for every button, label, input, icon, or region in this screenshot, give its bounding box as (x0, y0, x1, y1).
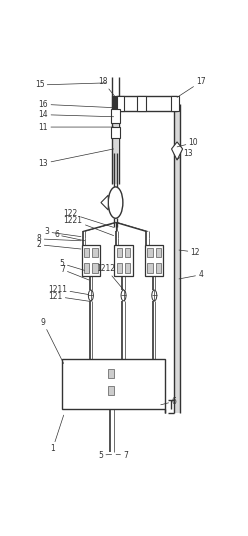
Text: 2: 2 (37, 240, 81, 249)
Bar (84, 248, 89, 257)
Text: 1212: 1212 (96, 264, 125, 292)
Bar (147, 263, 153, 273)
Polygon shape (101, 195, 108, 210)
Bar (111, 126, 120, 138)
Bar (93, 248, 98, 257)
Bar (156, 263, 161, 273)
Bar (108, 386, 114, 395)
Text: 10: 10 (177, 138, 198, 147)
Polygon shape (172, 142, 183, 160)
Bar (93, 263, 98, 273)
Circle shape (121, 290, 126, 301)
Text: 17: 17 (177, 77, 206, 98)
Text: 8: 8 (37, 234, 81, 243)
Bar (117, 263, 122, 273)
Text: 6: 6 (161, 397, 176, 406)
Text: 5: 5 (60, 259, 89, 272)
Text: 1211: 1211 (48, 285, 89, 295)
Bar (125, 263, 130, 273)
Bar (147, 248, 153, 257)
Text: 13: 13 (39, 149, 114, 168)
Bar (108, 369, 114, 378)
Bar (156, 248, 161, 257)
Text: 5: 5 (98, 451, 112, 460)
Bar (62, 360, 165, 409)
Text: 4: 4 (179, 270, 203, 279)
Text: 3: 3 (44, 227, 81, 236)
Bar (112, 96, 119, 111)
Circle shape (108, 187, 123, 218)
Bar (137, 96, 146, 111)
Bar (117, 248, 122, 257)
Text: 6: 6 (54, 230, 85, 241)
Text: 121: 121 (48, 292, 89, 301)
Bar (111, 109, 120, 123)
Text: 18: 18 (98, 77, 116, 98)
Circle shape (88, 290, 93, 301)
Text: 16: 16 (39, 100, 114, 109)
Bar (82, 245, 100, 276)
Text: 15: 15 (35, 80, 106, 90)
Bar (125, 248, 130, 257)
Text: 1221: 1221 (64, 216, 114, 236)
Text: 12: 12 (179, 248, 200, 257)
Bar (117, 96, 124, 111)
Bar (171, 96, 179, 111)
Text: 11: 11 (39, 123, 114, 131)
Text: 7: 7 (116, 451, 128, 460)
Bar (113, 103, 118, 184)
Text: 13: 13 (177, 148, 192, 159)
Bar (145, 245, 163, 276)
Bar (114, 245, 133, 276)
Circle shape (152, 290, 157, 301)
Text: 9: 9 (41, 318, 64, 363)
Bar (84, 263, 89, 273)
Text: 122: 122 (64, 209, 114, 227)
Text: 1: 1 (50, 415, 64, 453)
Bar (175, 103, 180, 413)
Text: 14: 14 (39, 110, 114, 119)
Text: 7: 7 (60, 265, 89, 280)
